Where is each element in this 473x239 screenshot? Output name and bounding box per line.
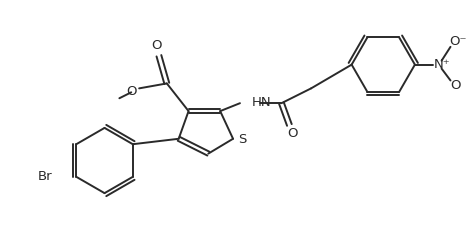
Text: N⁺: N⁺ (433, 58, 450, 71)
Text: Br: Br (38, 170, 53, 183)
Text: HN: HN (252, 96, 272, 109)
Text: O: O (287, 127, 298, 140)
Text: S: S (238, 133, 246, 146)
Text: O: O (152, 39, 162, 52)
Text: O⁻: O⁻ (450, 35, 467, 49)
Text: O: O (126, 85, 137, 98)
Text: O: O (450, 79, 461, 92)
